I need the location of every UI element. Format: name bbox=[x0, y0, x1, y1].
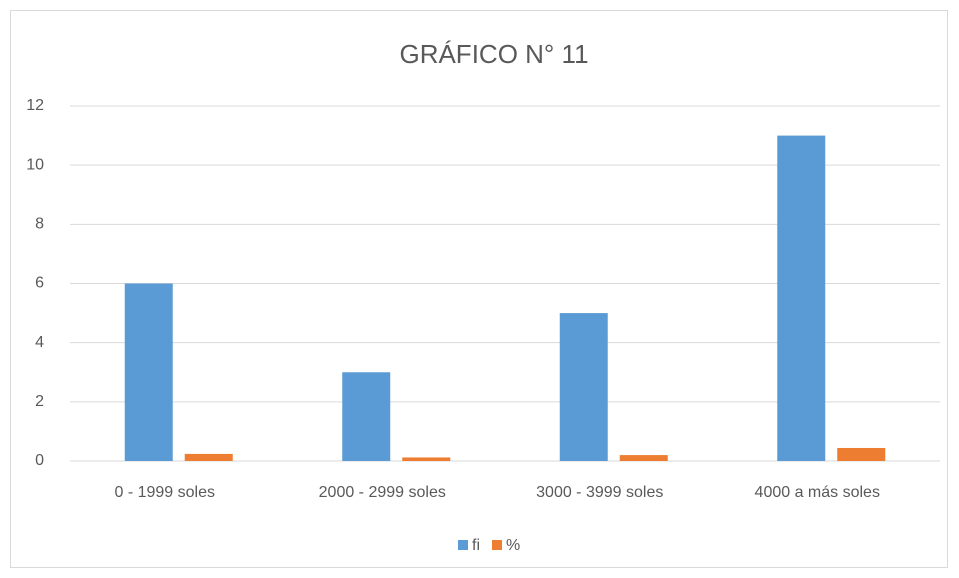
bar bbox=[402, 457, 451, 461]
bar bbox=[124, 283, 173, 461]
bar bbox=[342, 372, 391, 461]
legend-label: % bbox=[506, 537, 520, 554]
legend-swatch bbox=[492, 540, 502, 550]
bar bbox=[837, 447, 886, 461]
x-tick-label: 3000 - 3999 soles bbox=[536, 484, 663, 501]
chart-title: GRÁFICO N° 11 bbox=[399, 39, 588, 69]
legend-swatch bbox=[458, 540, 468, 550]
y-tick-label: 8 bbox=[35, 216, 44, 233]
x-tick-label: 0 - 1999 soles bbox=[114, 484, 215, 501]
bar bbox=[559, 313, 608, 461]
bar bbox=[777, 135, 826, 462]
bar bbox=[184, 453, 233, 461]
bar bbox=[619, 455, 668, 461]
y-tick-label: 10 bbox=[26, 156, 44, 173]
y-tick-label: 12 bbox=[26, 97, 44, 114]
x-tick-label: 4000 a más soles bbox=[755, 484, 880, 501]
legend-label: fi bbox=[472, 537, 480, 554]
y-tick-label: 4 bbox=[35, 334, 44, 351]
y-tick-label: 2 bbox=[35, 393, 44, 410]
x-tick-label: 2000 - 2999 soles bbox=[319, 484, 446, 501]
y-tick-label: 6 bbox=[35, 275, 44, 292]
y-tick-label: 0 bbox=[35, 452, 44, 469]
